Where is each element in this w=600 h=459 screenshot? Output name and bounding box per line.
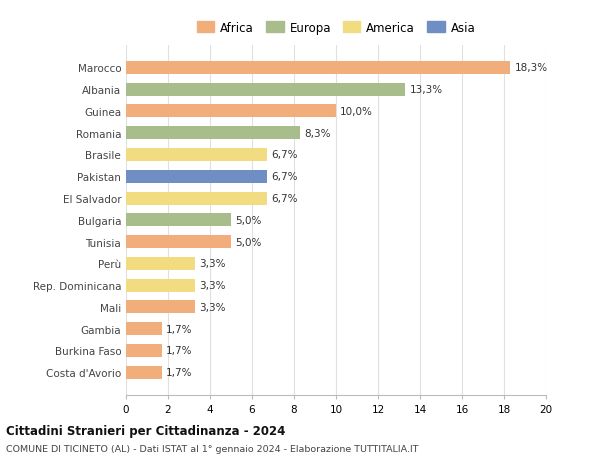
Text: 1,7%: 1,7% bbox=[166, 324, 193, 334]
Text: 8,3%: 8,3% bbox=[305, 129, 331, 139]
Bar bbox=[126, 84, 406, 96]
Bar bbox=[126, 62, 510, 75]
Bar bbox=[126, 127, 301, 140]
Text: 6,7%: 6,7% bbox=[271, 150, 298, 160]
Legend: Africa, Europa, America, Asia: Africa, Europa, America, Asia bbox=[192, 17, 480, 39]
Bar bbox=[126, 366, 162, 379]
Bar bbox=[126, 214, 231, 227]
Bar bbox=[126, 149, 267, 162]
Bar bbox=[126, 192, 267, 205]
Bar bbox=[126, 170, 267, 184]
Text: 3,3%: 3,3% bbox=[199, 259, 226, 269]
Bar bbox=[126, 322, 162, 336]
Text: 13,3%: 13,3% bbox=[409, 85, 443, 95]
Text: 10,0%: 10,0% bbox=[340, 107, 373, 117]
Text: 5,0%: 5,0% bbox=[235, 237, 262, 247]
Bar bbox=[126, 257, 196, 270]
Bar bbox=[126, 344, 162, 357]
Text: 3,3%: 3,3% bbox=[199, 280, 226, 291]
Text: Cittadini Stranieri per Cittadinanza - 2024: Cittadini Stranieri per Cittadinanza - 2… bbox=[6, 424, 286, 437]
Bar bbox=[126, 105, 336, 118]
Text: 18,3%: 18,3% bbox=[515, 63, 548, 73]
Bar bbox=[126, 235, 231, 249]
Bar bbox=[126, 279, 196, 292]
Text: 6,7%: 6,7% bbox=[271, 172, 298, 182]
Text: 1,7%: 1,7% bbox=[166, 346, 193, 356]
Text: 5,0%: 5,0% bbox=[235, 215, 262, 225]
Text: 6,7%: 6,7% bbox=[271, 194, 298, 204]
Text: 3,3%: 3,3% bbox=[199, 302, 226, 312]
Text: COMUNE DI TICINETO (AL) - Dati ISTAT al 1° gennaio 2024 - Elaborazione TUTTITALI: COMUNE DI TICINETO (AL) - Dati ISTAT al … bbox=[6, 444, 419, 453]
Bar bbox=[126, 301, 196, 313]
Text: 1,7%: 1,7% bbox=[166, 367, 193, 377]
